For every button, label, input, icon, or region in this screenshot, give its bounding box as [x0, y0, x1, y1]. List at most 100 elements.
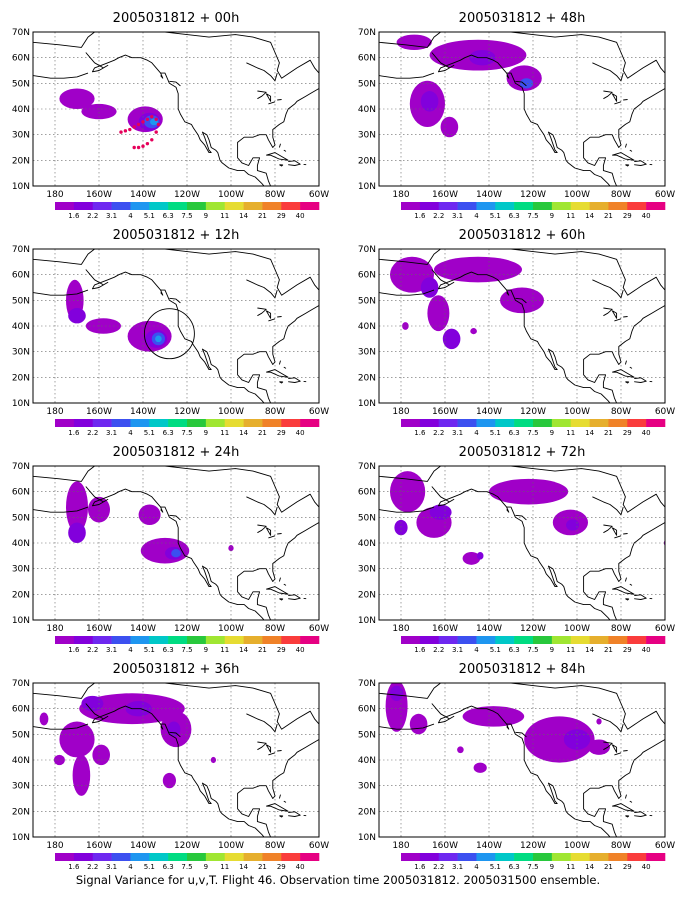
coastline [268, 752, 276, 756]
variance-region [442, 328, 461, 350]
coastline [266, 152, 289, 161]
colorbar-swatch [205, 853, 226, 861]
variance-region [59, 721, 95, 758]
lat-tick-label: 20N [358, 590, 376, 600]
colorbar-label: 14 [239, 212, 248, 220]
colorbar-label: 4 [474, 429, 479, 437]
lon-tick-label: 80W [265, 841, 285, 851]
coastline [33, 466, 95, 482]
lat-tick-label: 50N [358, 513, 376, 523]
lon-tick-label: 80W [611, 190, 631, 200]
coastline [33, 249, 95, 265]
lon-tick-label: 160W [432, 841, 458, 851]
lon-tick-label: 120W [174, 624, 200, 634]
colorbar-label: 3.1 [452, 863, 463, 871]
lon-tick-label: 180 [392, 841, 409, 851]
colorbar-label: 4 [128, 429, 133, 437]
colorbar-label: 5.1 [144, 646, 155, 654]
colorbar-swatch [92, 419, 112, 427]
lat-tick-label: 60N [12, 488, 30, 498]
coastline [625, 598, 630, 601]
coastline [127, 683, 319, 837]
colorbar-label: 11 [566, 429, 575, 437]
flight-track-point [145, 117, 150, 121]
colorbar-label: 6.3 [509, 863, 520, 871]
lon-tick-label: 60W [309, 407, 329, 417]
colorbar-swatch [187, 202, 207, 210]
coastline [85, 269, 265, 403]
coastline [127, 249, 319, 403]
panel-title: 2005031812 + 84h [459, 662, 586, 677]
coastline [33, 723, 89, 730]
map-panel: 2005031812 + 00h 10N 20N 30N 40N 50N 60N 70N 180… [12, 11, 329, 220]
lon-tick-label: 60W [655, 841, 675, 851]
lat-tick-label: 50N [12, 513, 30, 523]
coastline [625, 164, 630, 167]
colorbar-label: 4 [474, 646, 479, 654]
colorbar-label: 1.6 [68, 646, 80, 654]
colorbar-swatch [149, 419, 169, 427]
colorbar-label: 29 [277, 429, 286, 437]
colorbar-label: 7.5 [527, 863, 538, 871]
colorbar-label: 9 [550, 212, 554, 220]
coastline [277, 533, 282, 535]
colorbar-label: 3.1 [106, 646, 117, 654]
lat-tick-label: 70N [12, 28, 30, 38]
coastline [515, 731, 527, 738]
colorbar-label: 4 [128, 646, 133, 654]
lat-tick-label: 50N [358, 79, 376, 89]
colorbar-label: 6.3 [509, 646, 520, 654]
coastline [288, 811, 301, 817]
colorbar-swatch [224, 853, 244, 861]
panel-title: 2005031812 + 24h [113, 445, 240, 460]
colorbar-swatch [262, 853, 282, 861]
colorbar-swatch [570, 636, 590, 644]
colorbar-label: 21 [258, 429, 267, 437]
lon-tick-label: 80W [265, 190, 285, 200]
colorbar-label: 7.5 [527, 646, 538, 654]
colorbar-label: 3.1 [452, 646, 463, 654]
coastline [379, 249, 441, 265]
flight-track-point [132, 125, 136, 129]
colorbar-swatch [438, 419, 458, 427]
colorbar-label: 5.1 [144, 212, 155, 220]
colorbar-swatch [187, 636, 207, 644]
colorbar-label: 2.2 [87, 429, 98, 437]
flight-track-point [156, 122, 161, 127]
colorbar-swatch [438, 853, 458, 861]
variance-region [394, 519, 408, 536]
lat-tick-label: 40N [12, 756, 30, 766]
variance-region [473, 762, 487, 773]
coastline [614, 752, 622, 756]
map-area [33, 466, 319, 620]
lon-tick-label: 160W [432, 624, 458, 634]
colorbar-swatch [55, 202, 75, 210]
coastline [592, 279, 624, 299]
colorbar-swatch [457, 853, 477, 861]
variance-region [72, 754, 91, 796]
coastline [278, 143, 281, 148]
colorbar-label: 6.3 [163, 863, 174, 871]
colorbar-label: 9 [204, 429, 208, 437]
colorbar-label: 29 [277, 863, 286, 871]
lon-tick-label: 160W [432, 190, 458, 200]
coastline [379, 683, 441, 699]
lat-tick-label: 70N [12, 679, 30, 689]
panel-title: 2005031812 + 60h [459, 228, 586, 243]
coastline [283, 149, 287, 152]
coastline [612, 152, 635, 161]
colorbar-swatch [243, 636, 263, 644]
colorbar-label: 2.2 [433, 429, 444, 437]
variance-region [390, 685, 404, 701]
coastline [506, 72, 510, 79]
colorbar-swatch [401, 636, 421, 644]
colorbar-label: 4 [128, 212, 133, 220]
colorbar-swatch [457, 202, 477, 210]
colorbar-swatch [130, 202, 150, 210]
colorbar-label: 14 [585, 863, 594, 871]
variance-region [462, 551, 481, 565]
coastline [257, 741, 267, 751]
lat-tick-label: 70N [358, 245, 376, 255]
map-area [33, 249, 319, 403]
coastline [379, 289, 435, 296]
